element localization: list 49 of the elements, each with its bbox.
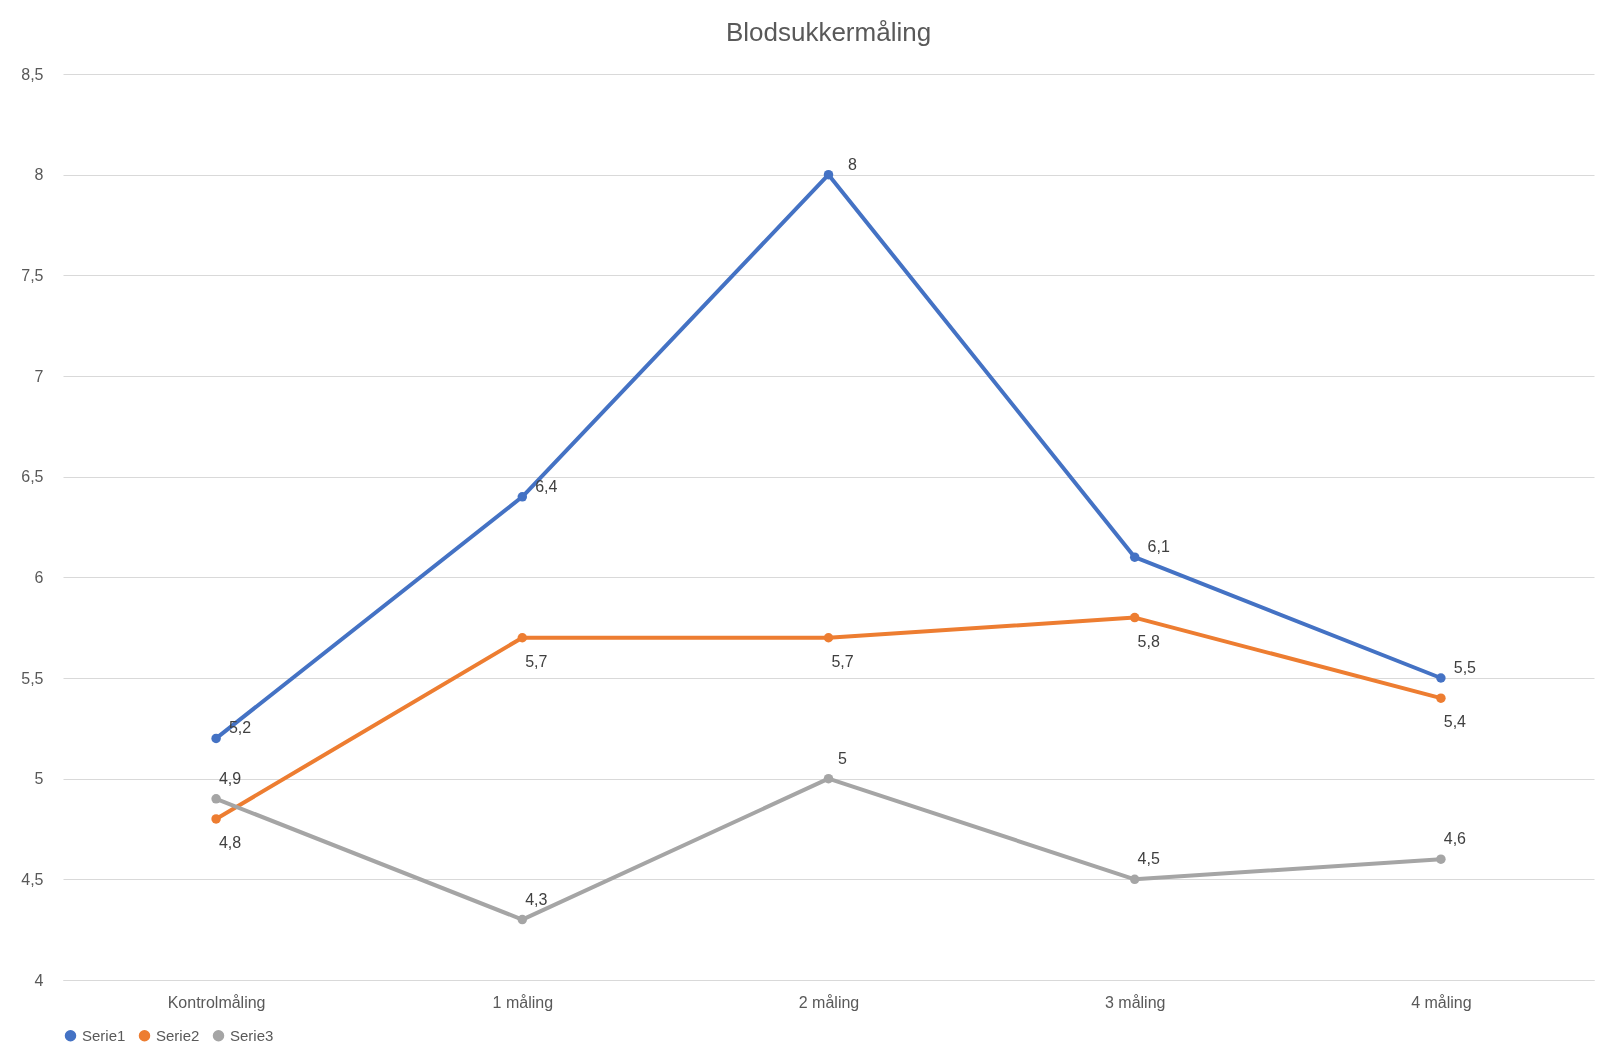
y-tick-label: 8	[34, 166, 44, 184]
point	[517, 492, 528, 502]
x-tick-label: Kontrolmåling	[167, 993, 266, 1011]
point	[1436, 693, 1446, 703]
x-tick-label: 4 måling	[1411, 993, 1472, 1011]
point	[1129, 874, 1140, 885]
x-tick-label: 1 måling	[492, 993, 554, 1011]
x-tick-label: 3 måling	[1104, 993, 1166, 1011]
point	[211, 794, 221, 804]
legend-label: Serie2	[156, 1026, 200, 1044]
data-label: 8	[848, 155, 858, 173]
point	[517, 633, 528, 643]
y-tick-label: 4,5	[21, 870, 44, 888]
y-tick-label: 5,5	[21, 669, 44, 687]
data-label: 5,5	[1453, 659, 1477, 676]
data-label: 4,9	[218, 769, 242, 787]
point	[823, 773, 834, 784]
data-label: 4,8	[218, 833, 242, 851]
y-tick-label: 7,5	[21, 266, 44, 284]
point	[1436, 854, 1446, 864]
point	[823, 169, 834, 180]
data-label: 5,7	[525, 652, 548, 670]
y-tick-label: 8,5	[21, 65, 44, 83]
x-tick-label: 2 måling	[798, 993, 860, 1011]
data-label: 5	[838, 749, 848, 767]
legend-label: Serie3	[230, 1026, 274, 1044]
data-label: 5,8	[1137, 632, 1160, 650]
chart-title: Blodsukkermåling	[725, 17, 932, 47]
point	[1436, 673, 1446, 683]
point	[211, 733, 221, 744]
point	[823, 633, 834, 643]
y-tick-label: 5	[34, 770, 44, 788]
point	[517, 914, 528, 925]
data-label: 5,7	[831, 652, 854, 670]
data-label: 6,4	[535, 477, 558, 495]
legend-label: Serie1	[82, 1026, 126, 1044]
point	[211, 814, 221, 824]
data-label: 5,2	[228, 719, 252, 737]
y-tick-label: 4	[34, 971, 44, 989]
data-label: 4,5	[1137, 850, 1160, 868]
data-label: 4,3	[525, 890, 548, 908]
y-tick-label: 6	[34, 568, 44, 586]
data-label: 6,1	[1147, 538, 1170, 556]
point	[1129, 612, 1140, 623]
y-tick-label: 7	[34, 367, 44, 385]
data-label: 5,4	[1443, 713, 1467, 731]
point	[1129, 552, 1140, 562]
y-tick-label: 6,5	[21, 468, 44, 486]
data-label: 4,6	[1443, 830, 1467, 848]
